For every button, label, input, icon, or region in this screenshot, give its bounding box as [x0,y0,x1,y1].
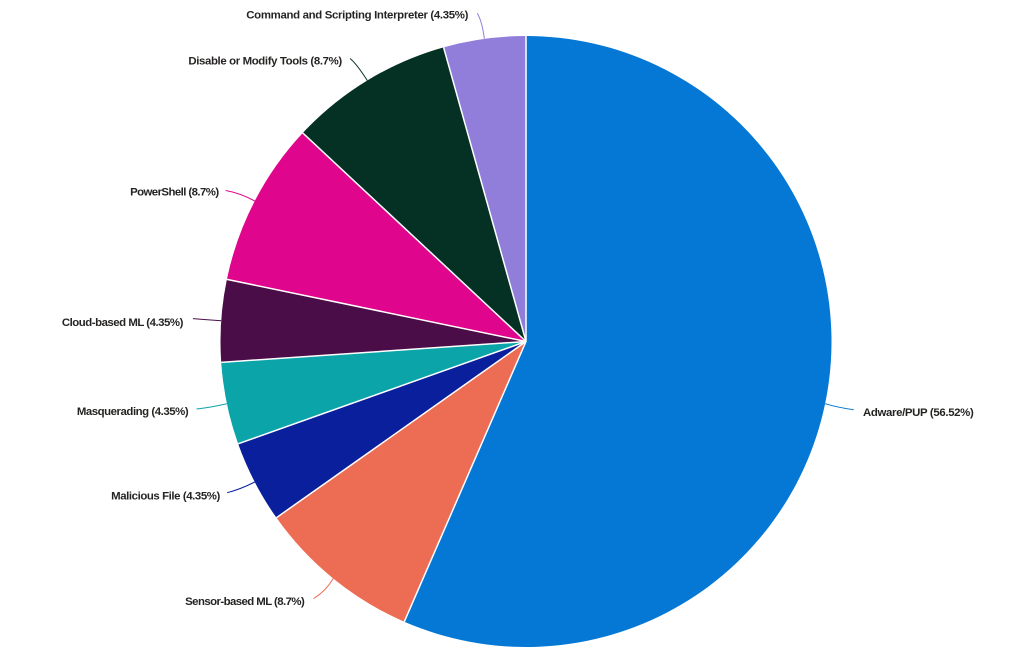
svg-text:Masquerading (4.35%): Masquerading (4.35%) [77,406,189,418]
svg-text:Command and Scripting Interpre: Command and Scripting Interpreter (4.35%… [246,10,468,22]
svg-text:Malicious File (4.35%): Malicious File (4.35%) [111,491,220,503]
svg-text:Disable or Modify Tools (8.7%): Disable or Modify Tools (8.7%) [188,56,342,68]
svg-text:Cloud-based ML (4.35%): Cloud-based ML (4.35%) [62,317,184,329]
svg-text:PowerShell (8.7%): PowerShell (8.7%) [130,187,219,199]
svg-text:Sensor-based ML (8.7%): Sensor-based ML (8.7%) [185,596,305,608]
svg-text:Adware/PUP (56.52%): Adware/PUP (56.52%) [863,407,974,419]
